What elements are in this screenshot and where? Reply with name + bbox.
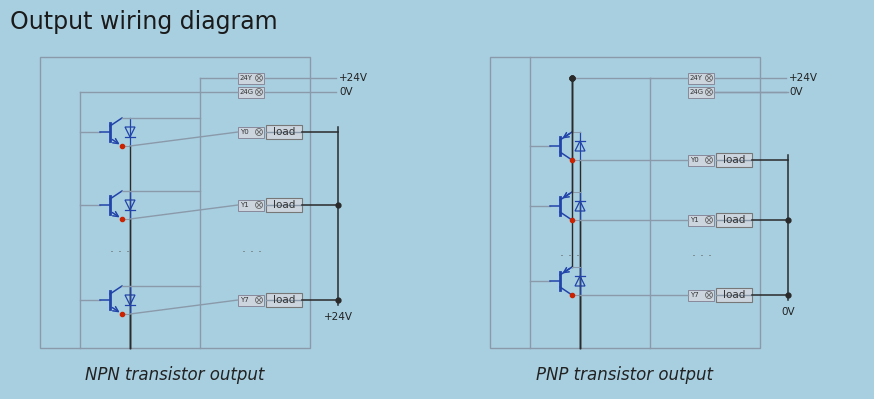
Bar (716, 153, 752, 167)
Text: Y0: Y0 (690, 157, 698, 163)
Text: 0V: 0V (339, 87, 352, 97)
Text: load: load (273, 127, 295, 137)
Text: · · ·: · · · (692, 251, 712, 263)
Bar (688, 73, 714, 83)
Bar (688, 154, 714, 166)
Text: Y7: Y7 (690, 292, 698, 298)
Text: 24Y: 24Y (690, 75, 703, 81)
Bar (490, 57, 760, 348)
Text: Y1: Y1 (690, 217, 698, 223)
Text: load: load (723, 290, 746, 300)
Text: · · ·: · · · (110, 245, 130, 259)
Text: +24V: +24V (339, 73, 368, 83)
Bar (716, 288, 752, 302)
Bar (238, 126, 264, 138)
Text: Y1: Y1 (240, 202, 249, 208)
Text: 24G: 24G (690, 89, 704, 95)
Bar (238, 294, 264, 306)
Bar (688, 87, 714, 97)
Bar (266, 198, 302, 212)
Text: · · ·: · · · (560, 251, 580, 263)
Text: +24V: +24V (323, 312, 352, 322)
Text: 0V: 0V (789, 87, 802, 97)
Text: NPN transistor output: NPN transistor output (86, 366, 265, 384)
Bar (238, 87, 264, 97)
Bar (40, 57, 310, 348)
Bar (716, 213, 752, 227)
Text: PNP transistor output: PNP transistor output (537, 366, 713, 384)
Bar (238, 73, 264, 83)
Bar (266, 293, 302, 307)
Text: Y7: Y7 (240, 297, 249, 303)
Text: · · ·: · · · (242, 245, 262, 259)
Text: load: load (723, 215, 746, 225)
Bar (688, 290, 714, 300)
Text: load: load (273, 200, 295, 210)
Bar (266, 125, 302, 139)
Bar (688, 215, 714, 225)
Text: Y0: Y0 (240, 129, 249, 135)
Text: 0V: 0V (781, 307, 794, 317)
Text: Output wiring diagram: Output wiring diagram (10, 10, 278, 34)
Text: 24Y: 24Y (240, 75, 253, 81)
Text: load: load (723, 155, 746, 165)
Text: load: load (273, 295, 295, 305)
Text: +24V: +24V (789, 73, 818, 83)
Text: 24G: 24G (240, 89, 254, 95)
Bar (238, 200, 264, 211)
